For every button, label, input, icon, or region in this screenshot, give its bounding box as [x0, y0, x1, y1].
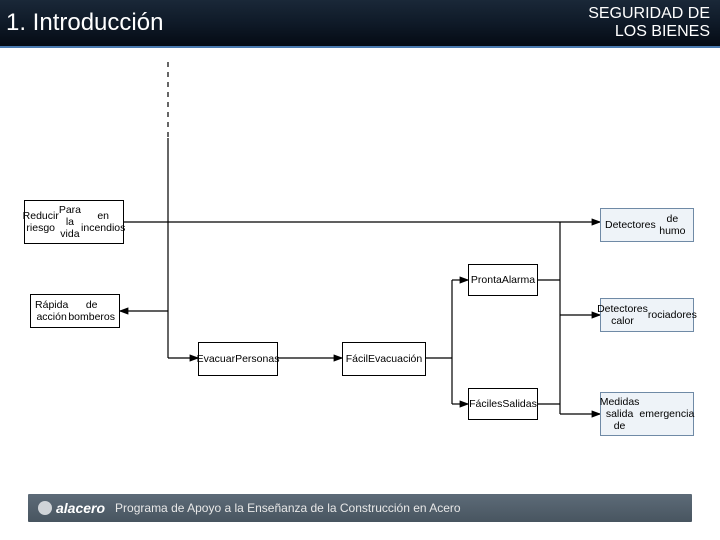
- node-evacuar: EvacuarPersonas: [198, 342, 278, 376]
- header-title: 1. Introducción: [6, 9, 163, 37]
- node-rociad: Detectores calorrociadores: [600, 298, 694, 332]
- diagram-canvas: Reducir riesgoPara la vidaen incendios Rá…: [0, 48, 720, 492]
- footer-text: Programa de Apoyo a la Enseñanza de la C…: [115, 501, 461, 515]
- node-faciles: FácilesSalidas: [468, 388, 538, 420]
- node-medidas: Medidas salida deemergencia: [600, 392, 694, 436]
- node-reducir: Reducir riesgoPara la vidaen incendios: [24, 200, 124, 244]
- node-pronta: ProntaAlarma: [468, 264, 538, 296]
- header-subtitle-line2: LOS BIENES: [615, 23, 710, 40]
- slide-header: 1. Introducción SEGURIDAD DE LOS BIENES: [0, 0, 720, 48]
- header-subtitle-line1: SEGURIDAD DE: [588, 5, 710, 22]
- node-facilev: FácilEvacuación: [342, 342, 426, 376]
- node-detect: Detectoresde humo: [600, 208, 694, 242]
- header-subtitle: SEGURIDAD DE LOS BIENES: [588, 5, 710, 40]
- footer-brand: alacero: [38, 500, 105, 516]
- footer-bar: alacero Programa de Apoyo a la Enseñanza…: [28, 494, 692, 522]
- node-rapida: Rápida acciónde bomberos: [30, 294, 120, 328]
